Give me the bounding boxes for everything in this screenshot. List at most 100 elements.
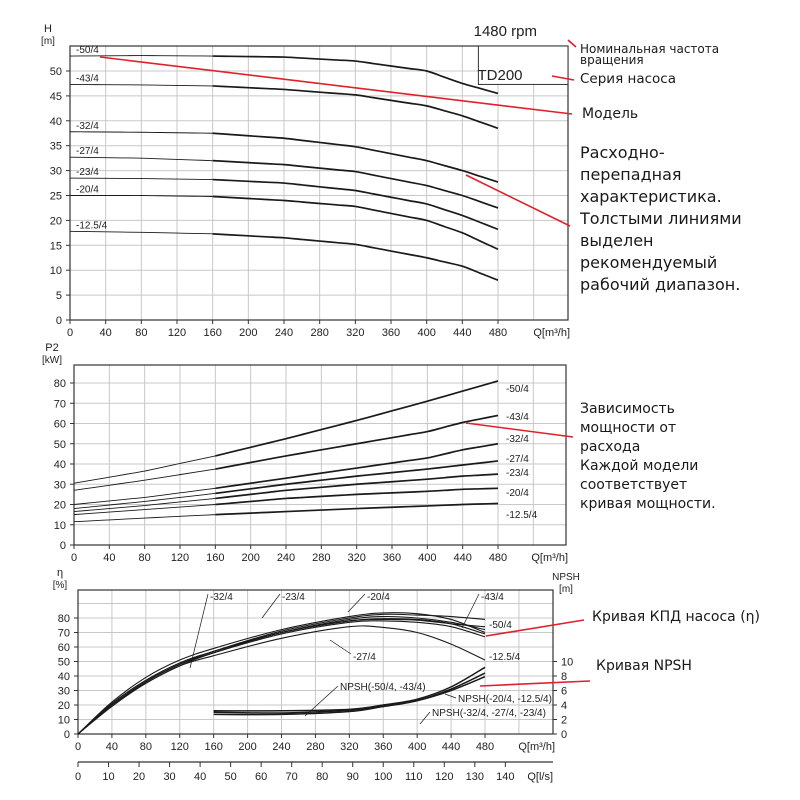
x-tick-label: 200 bbox=[241, 552, 259, 564]
head-curve-thick bbox=[212, 159, 499, 209]
x2-tick-label: 50 bbox=[225, 771, 237, 783]
x-tick-label: 480 bbox=[476, 741, 494, 753]
x2-tick-label: 90 bbox=[347, 771, 359, 783]
x-tick-label: 480 bbox=[489, 552, 507, 564]
x2-tick-label: 30 bbox=[163, 771, 175, 783]
y-tick-label: 60 bbox=[54, 419, 66, 431]
power-curve-thin bbox=[73, 504, 216, 516]
y-tick-label: 40 bbox=[50, 116, 62, 128]
efficiency-curve bbox=[77, 618, 486, 735]
power-curve-thin bbox=[73, 514, 216, 523]
power-curve-thick bbox=[215, 473, 499, 500]
series-name-label: TD200 bbox=[477, 67, 522, 84]
qh-note-line: Толстыми линиями bbox=[580, 209, 742, 228]
y-axis-unit: [kW] bbox=[42, 355, 62, 366]
power-note-line: соответствует bbox=[580, 477, 688, 493]
power-note: Зависимость мощности от расхода Каждой м… bbox=[580, 400, 716, 514]
x-tick-label: 160 bbox=[203, 327, 221, 339]
curve-label: -27/4 bbox=[76, 146, 99, 157]
qh-note: Расходно- перепадная характеристика. Тол… bbox=[580, 142, 742, 296]
head-curve-thick bbox=[212, 195, 499, 251]
qh-note-line: перепадная bbox=[580, 165, 682, 184]
y-tick-label: 70 bbox=[58, 628, 70, 640]
x-tick-label: 0 bbox=[67, 327, 73, 339]
x-tick-label: 240 bbox=[272, 741, 290, 753]
power-leader bbox=[465, 422, 574, 438]
y-tick-label: 20 bbox=[50, 215, 62, 227]
y-axis-label: η bbox=[57, 567, 63, 579]
power-note-line: кривая мощности. bbox=[580, 496, 716, 512]
model-note: Модель bbox=[582, 106, 639, 122]
head-curve-thin bbox=[69, 131, 213, 134]
y-tick-label: 50 bbox=[54, 439, 66, 451]
x-tick-label: 320 bbox=[347, 552, 365, 564]
head-curve-thick bbox=[212, 85, 499, 130]
power-note-line: Зависимость bbox=[580, 401, 675, 417]
x-axis-label: Q[m³/h] bbox=[531, 552, 568, 564]
qh-note-line: Расходно- bbox=[580, 143, 665, 162]
x-axis-label: Q[m³/h] bbox=[533, 327, 570, 339]
x-tick-label: 0 bbox=[71, 552, 77, 564]
x-tick-label: 400 bbox=[417, 327, 435, 339]
x-tick-label: 360 bbox=[382, 327, 400, 339]
x2-tick-label: 10 bbox=[102, 771, 114, 783]
efficiency-curve bbox=[77, 620, 486, 735]
x2-tick-label: 70 bbox=[286, 771, 298, 783]
y-tick-label: 60 bbox=[58, 642, 70, 654]
curve-label: -23/4 bbox=[76, 167, 99, 178]
y2-tick-label: 6 bbox=[561, 686, 567, 698]
y-tick-label: 70 bbox=[54, 398, 66, 410]
power-curve-thick bbox=[215, 502, 499, 516]
y-tick-label: 50 bbox=[50, 66, 62, 78]
head-curve-thick bbox=[212, 132, 499, 183]
head-curve-thick bbox=[212, 55, 499, 95]
y2-axis-label: NPSH bbox=[552, 572, 580, 583]
curve-label: -32/4 bbox=[210, 592, 233, 603]
efficiency-leader bbox=[485, 619, 585, 637]
plot-frame bbox=[73, 364, 567, 546]
head-curve-thick bbox=[212, 178, 499, 231]
x-tick-label: 80 bbox=[139, 552, 151, 564]
x-tick-label: 40 bbox=[106, 741, 118, 753]
curve-label: -12.5/4 bbox=[489, 652, 521, 663]
x2-tick-label: 60 bbox=[255, 771, 267, 783]
x2-tick-label: 110 bbox=[405, 771, 423, 783]
npsh-curve-label: NPSH(-20/4, -12.5/4) bbox=[458, 694, 552, 705]
y-tick-label: 5 bbox=[56, 290, 62, 302]
x2-axis-label: Q[l/s] bbox=[527, 771, 553, 783]
y-tick-label: 10 bbox=[50, 265, 62, 277]
x2-tick-label: 40 bbox=[194, 771, 206, 783]
power-note-line: Каждой модели bbox=[580, 458, 699, 474]
x2-tick-label: 0 bbox=[75, 771, 81, 783]
power-curve-thin bbox=[73, 455, 216, 484]
x-tick-label: 40 bbox=[103, 552, 115, 564]
efficiency-note: Кривая КПД насоса (η) bbox=[592, 609, 760, 625]
x-tick-label: 120 bbox=[171, 552, 189, 564]
x-tick-label: 200 bbox=[238, 741, 256, 753]
y-tick-label: 10 bbox=[58, 715, 70, 727]
speed-label: 1480 rpm bbox=[474, 23, 537, 40]
speed-note-line: Номинальная частота bbox=[580, 42, 720, 56]
head-curve-thin bbox=[69, 177, 213, 181]
power-curve-thick bbox=[215, 380, 499, 457]
curve-label: -27/4 bbox=[506, 454, 529, 465]
x-tick-label: 120 bbox=[168, 327, 186, 339]
x-tick-label: 160 bbox=[204, 741, 222, 753]
x-tick-label: 440 bbox=[453, 552, 471, 564]
series-leader bbox=[551, 75, 575, 81]
x-tick-label: 80 bbox=[135, 327, 147, 339]
y-tick-label: 25 bbox=[50, 191, 62, 203]
head-curve-thin bbox=[69, 156, 213, 162]
y-tick-label: 30 bbox=[58, 686, 70, 698]
power-curve-thin bbox=[73, 492, 216, 509]
efficiency-curve bbox=[77, 625, 486, 735]
power-note-line: мощности от bbox=[580, 420, 677, 436]
y-tick-label: 30 bbox=[54, 479, 66, 491]
x-axis-label: Q[m³/h] bbox=[518, 741, 555, 753]
qh-note-line: рекомендуемый bbox=[580, 253, 718, 272]
npsh-curve-label: NPSH(-50/4, -43/4) bbox=[340, 682, 426, 693]
x-tick-label: 360 bbox=[383, 552, 401, 564]
x-tick-label: 40 bbox=[100, 327, 112, 339]
x-tick-label: 80 bbox=[140, 741, 152, 753]
npsh-curve-label: NPSH(-32/4, -27/4, -23/4) bbox=[432, 708, 546, 719]
